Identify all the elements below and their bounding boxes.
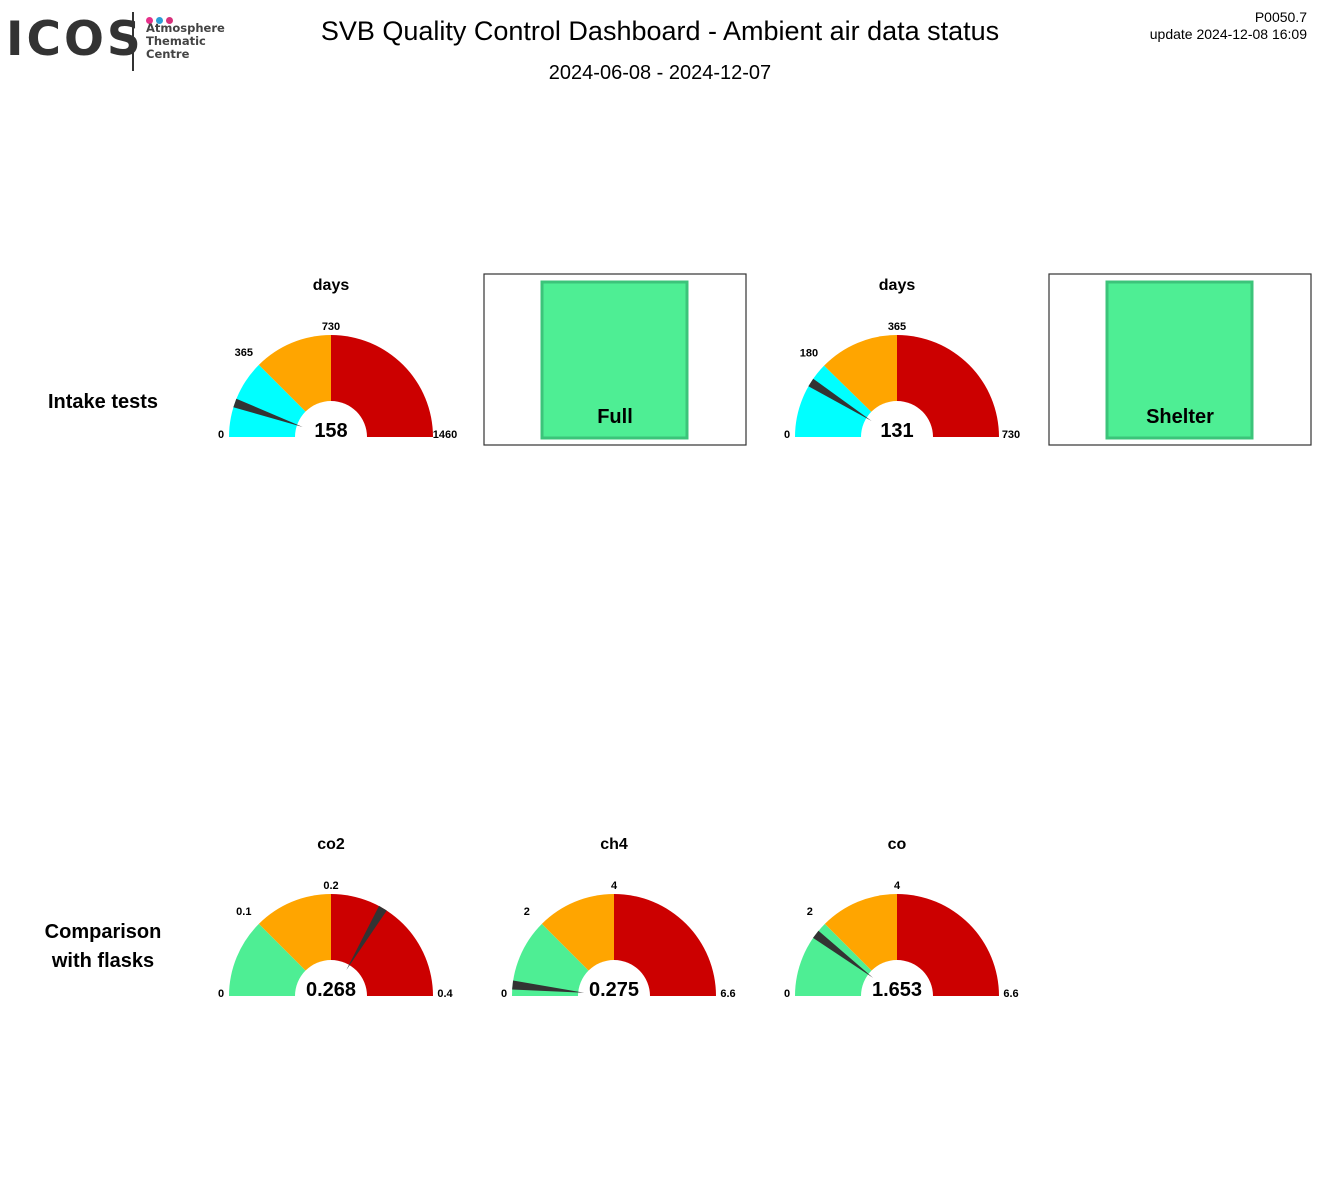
gauge-tick-label: 365 [235, 347, 253, 359]
gauge-tick-label: 4 [611, 880, 618, 892]
gauge-tick-label: 0.4 [437, 988, 453, 1000]
row-label-line: Comparison [44, 921, 162, 943]
gauge-needle [512, 980, 585, 993]
gauge-band [331, 335, 433, 437]
logo-sub-line: Atmosphere [146, 21, 225, 35]
gauge-title: days [879, 277, 916, 294]
gauge-needle [233, 398, 303, 427]
gauge-tick-label: 0 [218, 429, 224, 441]
gauge-needle [346, 905, 387, 971]
logo-wordmark: ICOS [6, 12, 144, 67]
gauge-days-2: days 0 180 365 730 131 [784, 277, 1020, 442]
logo-sub-line: Thematic [146, 34, 206, 48]
row-label-line: Intake tests [47, 391, 159, 413]
date-range: 2024-06-08 - 2024-12-07 [548, 62, 772, 84]
gauge-hub [295, 401, 367, 437]
gauge-value: 1.653 [872, 979, 922, 1001]
gauge-tick-label: 730 [322, 321, 340, 333]
row-label-intake-tests: Intake tests [20, 388, 186, 417]
gauge-band [614, 894, 716, 996]
status-label: Shelter [1146, 406, 1214, 428]
gauge-tick-label: 6.6 [720, 988, 735, 1000]
gauge-co-6: co 0 2 4 6.6 1.653 [784, 836, 1019, 1001]
gauge-hub [578, 960, 650, 996]
row-label-line: with flasks [51, 950, 155, 972]
gauge-tick-label: 0 [218, 988, 224, 1000]
status-indicator [1105, 280, 1254, 440]
gauge-tick-label: 0 [784, 988, 790, 1000]
gauge-title: co [888, 836, 907, 853]
gauge-tick-label: 180 [800, 348, 818, 360]
gauge-days-0: days 0 365 730 1460 158 [218, 277, 457, 442]
meta-info: P0050.7 update 2024-12-08 16:09 [1150, 9, 1307, 43]
gauge-tick-label: 2 [524, 906, 530, 918]
icos-logo: ICOS Atmosphere Thematic Centre [6, 8, 226, 74]
gauge-band [331, 894, 433, 996]
gauge-tick-label: 0 [501, 988, 507, 1000]
page-title: SVB Quality Control Dashboard - Ambient … [320, 16, 1000, 46]
gauge-needle [808, 378, 872, 421]
gauge-tick-label: 730 [1002, 429, 1020, 441]
gauge-tick-label: 0 [784, 429, 790, 441]
logo-dots-icon [146, 11, 176, 29]
gauge-title: ch4 [600, 836, 628, 853]
logo-sub-line: Centre [146, 47, 190, 61]
logo-subtitle: Atmosphere Thematic Centre [146, 22, 225, 61]
gauge-hub [861, 401, 933, 437]
update-timestamp: update 2024-12-08 16:09 [1149, 26, 1307, 42]
gauge-band [897, 335, 999, 437]
gauge-value: 158 [314, 420, 347, 442]
gauge-tick-label: 4 [894, 880, 901, 892]
version-code: P0050.7 [1254, 9, 1307, 25]
logo-dot [156, 17, 163, 24]
logo-divider [132, 12, 134, 71]
gauge-title: co2 [317, 836, 345, 853]
gauge-tick-label: 0.2 [323, 880, 338, 892]
gauge-band [897, 894, 999, 996]
gauge-tick-label: 0.1 [236, 906, 251, 918]
gauge-co2-4: co2 0 0.1 0.2 0.4 0.268 [218, 836, 454, 1001]
gauge-hub [861, 960, 933, 996]
status-label: Full [597, 406, 633, 428]
gauge-value: 0.275 [589, 979, 639, 1001]
gauge-tick-label: 1460 [433, 429, 457, 441]
gauge-title: days [313, 277, 350, 294]
gauge-tick-label: 365 [888, 321, 906, 333]
status-panel-full: Full [483, 273, 747, 446]
row-label-flask-comparison: Comparison with flasks [20, 918, 186, 976]
status-panel-shelter: Shelter [1048, 273, 1312, 446]
gauge-hub [295, 960, 367, 996]
gauge-tick-label: 2 [807, 906, 813, 918]
status-indicator [540, 280, 689, 440]
gauge-ch4-5: ch4 0 2 4 6.6 0.275 [501, 836, 736, 1001]
logo-dot [146, 17, 153, 24]
gauge-value: 0.268 [306, 979, 356, 1001]
gauge-tick-label: 6.6 [1003, 988, 1018, 1000]
gauge-value: 131 [880, 420, 913, 442]
gauge-needle [813, 930, 874, 978]
logo-dot [166, 17, 173, 24]
